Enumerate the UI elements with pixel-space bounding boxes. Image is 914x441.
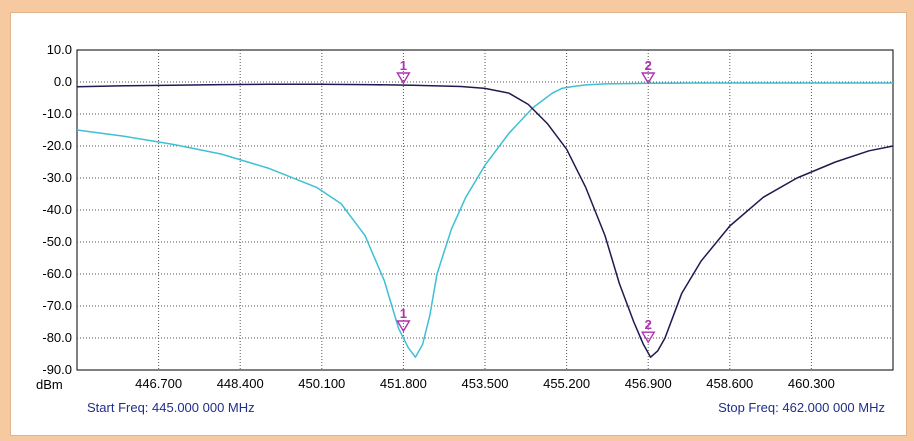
markers-group: 1 2 1 2 xyxy=(396,58,656,344)
marker-triangle xyxy=(640,331,656,344)
grid xyxy=(77,50,893,370)
y-tick-label: -80.0 xyxy=(42,330,72,345)
x-tick-label: 451.800 xyxy=(380,376,427,391)
marker-triangle xyxy=(396,72,411,85)
y-tick-label: -90.0 xyxy=(42,362,72,377)
x-axis-ticks: 446.700 448.400 450.100 451.800 453.500 455.2… xyxy=(135,376,835,391)
x-tick-label: 460.300 xyxy=(788,376,835,391)
y-tick-label: -10.0 xyxy=(42,106,72,121)
y-tick-label: -30.0 xyxy=(42,170,72,185)
marker-triangle xyxy=(396,320,411,333)
marker-label: 1 xyxy=(400,306,407,321)
x-tick-label: 455.200 xyxy=(543,376,590,391)
marker-triangle xyxy=(640,72,656,85)
marker-label: 2 xyxy=(645,58,652,73)
y-tick-label: -60.0 xyxy=(42,266,72,281)
y-tick-label: -70.0 xyxy=(42,298,72,313)
x-tick-label: 450.100 xyxy=(298,376,345,391)
y-tick-label: 10.0 xyxy=(47,42,72,57)
start-freq-label: Start Freq: 445.000 000 MHz xyxy=(87,400,255,415)
series-group xyxy=(76,82,894,358)
marker-label: 2 xyxy=(645,317,652,332)
y-axis-unit-label: dBm xyxy=(36,377,63,392)
x-tick-label: 453.500 xyxy=(462,376,509,391)
stop-freq-label: Stop Freq: 462.000 000 MHz xyxy=(718,400,885,415)
y-tick-label: 0.0 xyxy=(54,74,72,89)
y-tick-label: -40.0 xyxy=(42,202,72,217)
x-tick-label: 448.400 xyxy=(217,376,264,391)
x-tick-label: 456.900 xyxy=(625,376,672,391)
y-axis-ticks: 10.0 0.0 -10.0 -20.0 -30.0 -40.0 -50.0 -60.0 -70… xyxy=(42,42,72,377)
y-tick-label: -50.0 xyxy=(42,234,72,249)
x-tick-label: 458.600 xyxy=(706,376,753,391)
marker-label: 1 xyxy=(400,58,407,73)
x-tick-label: 446.700 xyxy=(135,376,182,391)
series-line-2 xyxy=(76,83,894,358)
y-tick-label: -20.0 xyxy=(42,138,72,153)
series-line-1 xyxy=(76,82,893,358)
